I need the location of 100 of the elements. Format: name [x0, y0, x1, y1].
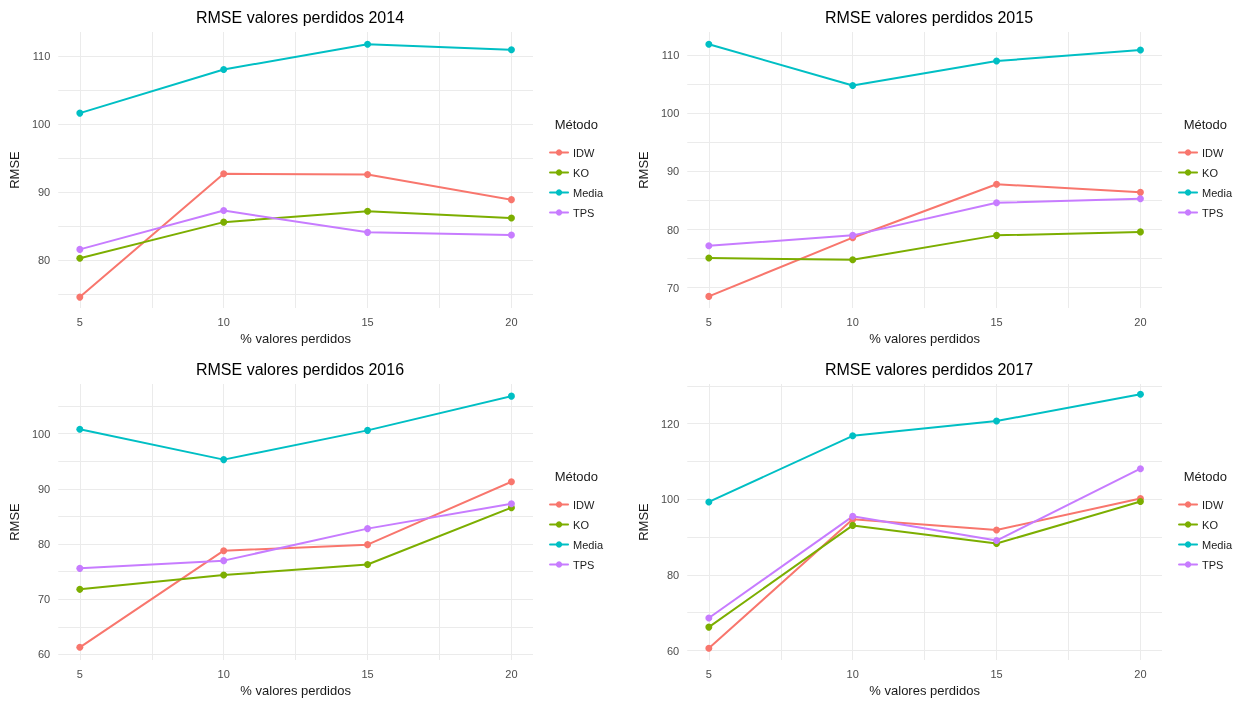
legend-title: Método: [554, 117, 599, 132]
point: [364, 426, 372, 434]
point: [507, 392, 515, 400]
x-tick-label: 5: [76, 315, 83, 328]
point: [1136, 465, 1144, 473]
point: [705, 242, 713, 250]
point: [76, 585, 84, 593]
legend-label: IDW: [573, 146, 596, 159]
point: [507, 196, 515, 204]
point: [849, 521, 857, 529]
point: [220, 547, 228, 555]
legend-label: Media: [1202, 538, 1233, 551]
point: [993, 417, 1001, 425]
y-tick-label: 60: [38, 648, 51, 661]
point: [705, 292, 713, 300]
point: [220, 218, 228, 226]
point: [849, 432, 857, 440]
legend-label: TPS: [1202, 558, 1224, 571]
point: [705, 40, 713, 48]
point: [364, 541, 372, 549]
legend-label: KO: [1202, 166, 1219, 179]
y-tick-label: 90: [38, 482, 51, 495]
x-tick-label: 20: [1134, 667, 1147, 680]
x-tick-label: 15: [990, 667, 1003, 680]
chart-title: RMSE valores perdidos 2015: [824, 8, 1034, 26]
point: [76, 254, 84, 262]
y-tick-label: 90: [38, 186, 51, 199]
point: [76, 564, 84, 572]
x-tick-label: 10: [846, 315, 859, 328]
point: [1136, 188, 1144, 196]
point: [507, 214, 515, 222]
legend-label: IDW: [1202, 498, 1225, 511]
x-tick-label: 20: [505, 315, 518, 328]
point: [76, 643, 84, 651]
point: [993, 199, 1001, 207]
legend-title: Método: [1183, 117, 1228, 132]
point: [364, 525, 372, 533]
legend-label: TPS: [573, 206, 595, 219]
x-tick-label: 15: [990, 315, 1003, 328]
point: [1136, 46, 1144, 54]
y-axis-title: RMSE: [7, 150, 22, 189]
x-axis-title: % valores perdidos: [869, 331, 981, 346]
y-tick-label: 70: [667, 281, 680, 294]
y-tick-label: 100: [31, 118, 51, 130]
point: [507, 500, 515, 508]
y-tick-label: 60: [667, 644, 680, 657]
legend-label: Media: [573, 538, 604, 551]
legend-label: IDW: [573, 498, 596, 511]
legend-label: KO: [573, 166, 590, 179]
y-tick-label: 110: [661, 49, 680, 62]
y-tick-label: 80: [38, 538, 51, 551]
point: [364, 207, 372, 215]
point: [76, 245, 84, 253]
point: [220, 456, 228, 464]
y-tick-label: 100: [660, 493, 680, 506]
point: [76, 425, 84, 433]
point: [220, 207, 228, 215]
y-tick-label: 80: [667, 568, 680, 581]
point: [705, 623, 713, 631]
point: [76, 109, 84, 117]
x-tick-label: 5: [705, 315, 712, 328]
x-tick-label: 15: [361, 667, 374, 680]
point: [364, 561, 372, 568]
y-axis-title: RMSE: [636, 502, 651, 541]
y-tick-label: 70: [38, 593, 51, 606]
x-axis-title: % valores perdidos: [869, 683, 981, 698]
x-tick-label: 20: [505, 667, 518, 680]
legend-label: IDW: [1202, 146, 1225, 159]
point: [849, 81, 857, 89]
x-axis-title: % valores perdidos: [240, 331, 352, 346]
y-tick-label: 110: [32, 49, 51, 62]
point: [220, 557, 228, 565]
y-axis-title: RMSE: [7, 502, 22, 541]
point: [993, 180, 1001, 188]
chart-title: RMSE valores perdidos 2016: [195, 360, 405, 378]
y-tick-label: 80: [667, 223, 680, 236]
y-tick-label: 100: [31, 427, 51, 440]
legend-label: TPS: [1202, 206, 1224, 219]
point: [993, 526, 1001, 534]
point: [993, 231, 1001, 239]
x-tick-label: 5: [76, 667, 83, 680]
point: [705, 254, 713, 262]
point: [507, 46, 515, 54]
x-axis-title: % valores perdidos: [240, 683, 352, 698]
y-axis-title: RMSE: [636, 150, 651, 189]
legend-label: Media: [573, 186, 604, 199]
point: [705, 644, 713, 652]
point: [507, 478, 515, 486]
y-tick-label: 90: [667, 165, 680, 178]
legend-label: KO: [573, 518, 590, 531]
y-tick-label: 100: [660, 107, 680, 120]
legend-title: Método: [1183, 469, 1228, 484]
point: [364, 40, 372, 48]
y-tick-label: 80: [38, 254, 51, 267]
point: [1136, 228, 1144, 236]
point: [364, 170, 372, 178]
x-tick-label: 10: [217, 315, 230, 328]
point: [1136, 390, 1144, 398]
legend-label: Media: [1202, 186, 1233, 199]
point: [849, 256, 857, 264]
